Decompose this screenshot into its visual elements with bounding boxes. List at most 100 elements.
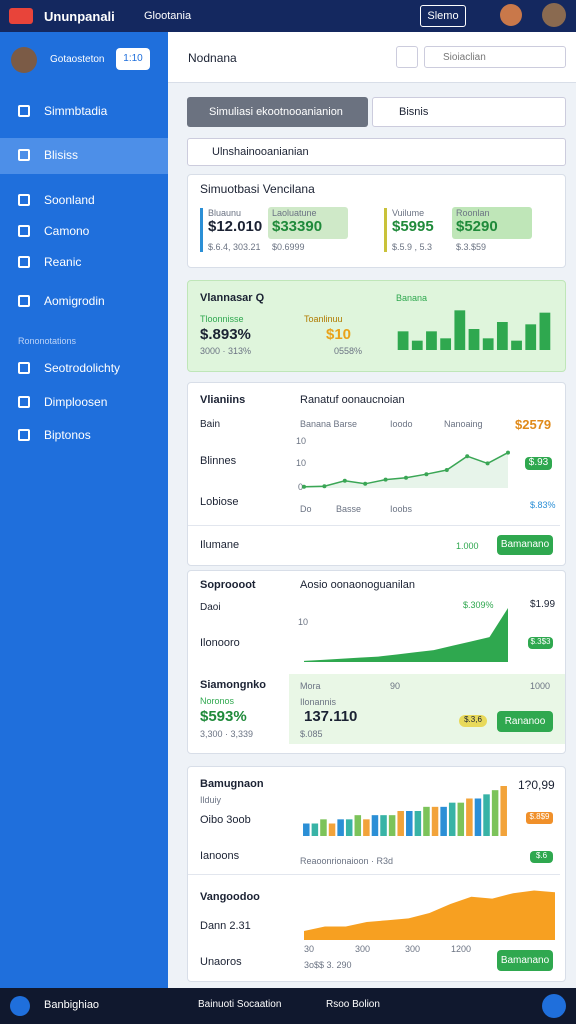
point: [404, 475, 408, 480]
row-label: Unaoros: [200, 956, 242, 968]
nav-item[interactable]: Seotrodolichty: [44, 361, 121, 375]
avatar[interactable]: [542, 3, 566, 27]
accent: [384, 208, 387, 252]
stat-label: Roonlan: [456, 208, 490, 218]
tab[interactable]: Bainuoti Socaation: [198, 999, 282, 1010]
stat-sub: $.6.4, 303.21: [208, 242, 261, 252]
user-name: Banbighiao: [44, 999, 100, 1011]
row-label: Bain: [200, 419, 221, 430]
row-label: Oibo 3oob: [200, 814, 251, 826]
nav-section: Rononotations: [18, 336, 77, 346]
nav-item[interactable]: Blisiss: [44, 148, 79, 162]
search-icon[interactable]: [396, 46, 418, 68]
row-label: Ilumane: [200, 539, 240, 551]
promo-sub: 3000 · 313%: [200, 346, 252, 356]
badge[interactable]: 1:10: [116, 48, 150, 70]
row-label: Ianoons: [200, 850, 240, 862]
point: [363, 481, 368, 486]
point: [322, 484, 327, 489]
top-button[interactable]: Slemo: [420, 5, 466, 27]
bar: [454, 310, 466, 350]
bar: [468, 329, 480, 350]
highlight: [268, 207, 348, 239]
bar: [388, 815, 396, 836]
bar: [380, 815, 387, 836]
bar: [483, 794, 490, 836]
x-label: 1200: [451, 944, 472, 954]
card-title: Soproooot: [200, 579, 256, 591]
note: $.83%: [530, 500, 556, 510]
select[interactable]: Bisnis: [372, 97, 566, 127]
bottom-label: Noronos: [200, 696, 235, 706]
point: [302, 484, 306, 489]
page-title: Nodnana: [188, 51, 237, 65]
bar: [482, 338, 494, 350]
action-icon[interactable]: [542, 994, 566, 1018]
stat-sub: $0.6999: [272, 242, 305, 252]
point: [506, 450, 510, 455]
x-label: Ioobs: [390, 504, 413, 514]
bar: [423, 806, 430, 836]
workspace[interactable]: Glootania: [144, 10, 192, 22]
badge: $.3,6: [459, 715, 487, 727]
amount: 1?0,99: [518, 778, 555, 792]
stat-sub: $.3.$59: [456, 242, 487, 252]
nav-icon: [18, 429, 30, 441]
button[interactable]: Rananoo: [497, 711, 553, 732]
bar: [371, 815, 379, 836]
user-icon[interactable]: [10, 996, 30, 1016]
card-title: Simuotbasi Vencilana: [200, 182, 315, 196]
stat-value: $12.010: [208, 218, 263, 235]
bar: [411, 340, 423, 350]
action-button[interactable]: Simuliasi ekootnooanianion: [187, 97, 368, 127]
nav-item[interactable]: Dimploosen: [44, 395, 108, 409]
bar: [491, 790, 499, 836]
bar: [496, 322, 508, 350]
promo-value: $.893%: [200, 326, 251, 343]
tab[interactable]: Rsoo Bolion: [326, 999, 380, 1010]
promo-value: $10: [326, 326, 352, 343]
stat-value: $5995: [392, 218, 434, 235]
bar: [354, 815, 362, 836]
filter[interactable]: Ulnshainooanianian: [187, 138, 566, 166]
point: [465, 454, 470, 459]
legend: Banana Barse: [300, 419, 358, 429]
point: [342, 478, 347, 483]
card-subtitle: Aosio oonaonoguanilan: [300, 579, 415, 591]
accent: [200, 208, 203, 252]
nav-item[interactable]: Aomigrodin: [44, 294, 105, 308]
amount: $1.99: [530, 599, 556, 610]
nav-icon: [18, 396, 30, 408]
nav-item[interactable]: Simmbtadia: [44, 104, 108, 118]
stat-sub: $.5.9 , 5.3: [392, 242, 433, 252]
x-label: 30: [304, 944, 315, 954]
nav-item[interactable]: Reanic: [44, 255, 82, 269]
bar: [337, 819, 344, 836]
row-label: Lobiose: [200, 496, 239, 508]
card-title: Bamugnaon: [200, 778, 264, 790]
x-label: Do: [300, 504, 312, 514]
stat-value: $33390: [272, 218, 323, 235]
bar: [397, 331, 409, 350]
stat-label: Laoluatune: [272, 208, 317, 218]
area: [304, 452, 508, 488]
bottom-title: Siamongnko: [200, 679, 267, 691]
badge: $.6: [530, 851, 553, 863]
search-input[interactable]: Sioiaclian: [424, 46, 566, 68]
nav-item[interactable]: Camono: [44, 224, 90, 238]
nav-item[interactable]: Biptonos: [44, 428, 91, 442]
row-label: Blinnes: [200, 455, 237, 467]
button[interactable]: Bamanano: [497, 950, 553, 971]
point: [424, 472, 429, 477]
value: 1.000: [456, 541, 479, 551]
nav-icon: [18, 295, 30, 307]
mid-sub: $.085: [300, 729, 323, 739]
nav-item[interactable]: Soonland: [44, 193, 95, 207]
promo-label: Tloonnisse: [200, 314, 244, 324]
bar: [440, 806, 447, 836]
stat-label: Vuilume: [392, 208, 425, 218]
avatar[interactable]: [500, 4, 522, 26]
button[interactable]: Bamanano: [497, 535, 553, 555]
point: [485, 461, 490, 466]
user-name[interactable]: Gotaosteton: [50, 54, 105, 65]
